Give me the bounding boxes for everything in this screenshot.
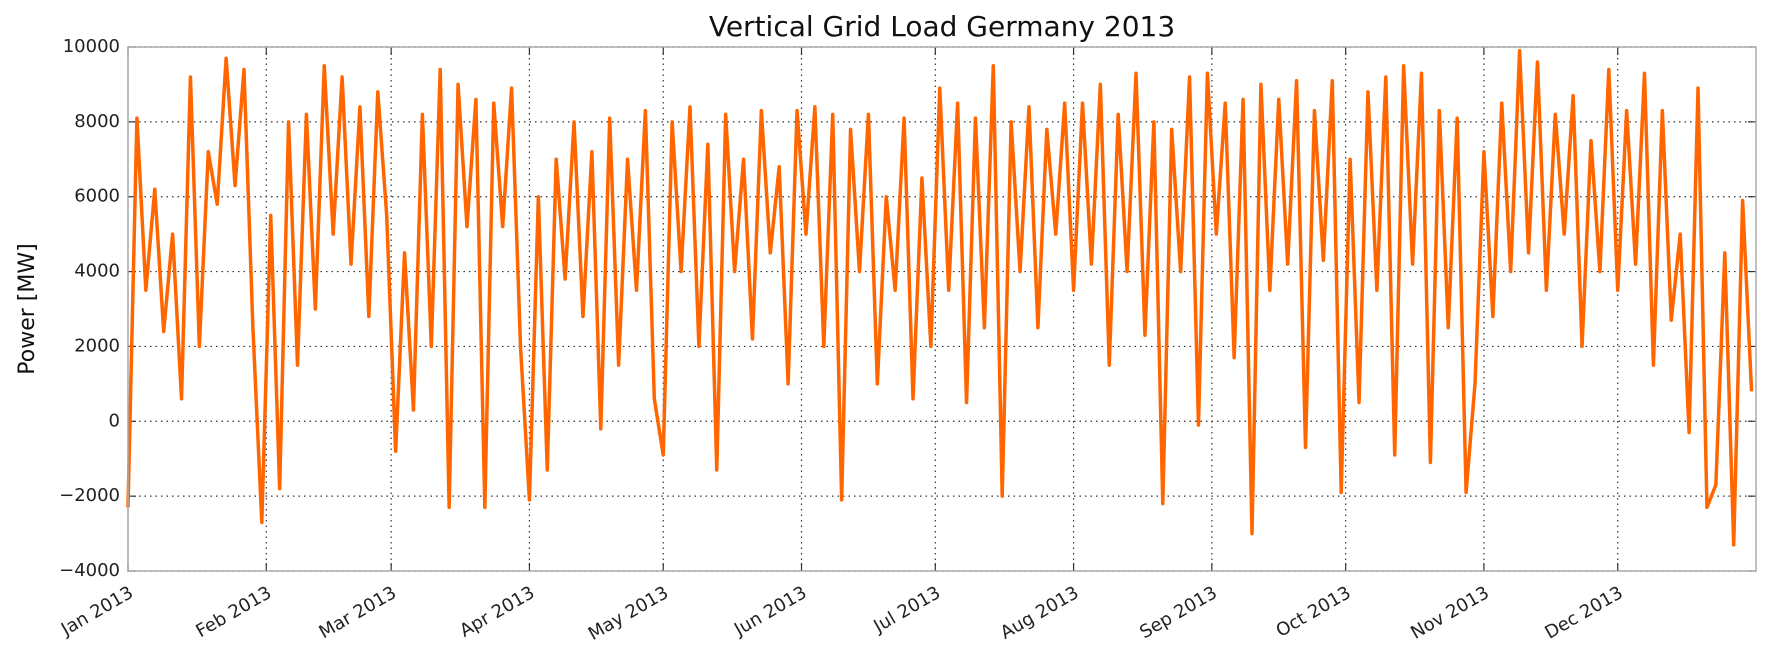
x-tick-label: Jul 2013 <box>869 582 944 637</box>
x-tick-label: Dec 2013 <box>1541 582 1626 643</box>
x-tick-label: Jun 2013 <box>730 582 810 641</box>
y-tick-label: −4000 <box>59 560 120 581</box>
chart-title: Vertical Grid Load Germany 2013 <box>709 10 1175 43</box>
x-tick-label: Mar 2013 <box>316 582 401 643</box>
x-tick-label: May 2013 <box>585 582 672 645</box>
y-tick-label: 6000 <box>74 186 120 207</box>
y-tick-label: 10000 <box>63 36 120 57</box>
x-tick-label: Aug 2013 <box>997 582 1083 644</box>
y-tick-label: −2000 <box>59 485 120 506</box>
y-tick-label: 8000 <box>74 111 120 132</box>
x-tick-label: Sep 2013 <box>1136 582 1221 643</box>
x-tick-label: Nov 2013 <box>1407 582 1493 644</box>
y-tick-label: 0 <box>109 410 120 431</box>
y-axis-label: Power [MW] <box>15 243 40 374</box>
x-tick-label: Feb 2013 <box>192 582 275 642</box>
plot-frame <box>127 46 1757 572</box>
y-tick-label: 4000 <box>74 261 120 282</box>
y-tick-label: 2000 <box>74 335 120 356</box>
series-line <box>126 48 1754 547</box>
x-tick-label: Oct 2013 <box>1272 582 1354 642</box>
x-tick-label: Jan 2013 <box>57 582 137 640</box>
x-tick-label: Apr 2013 <box>456 582 538 642</box>
